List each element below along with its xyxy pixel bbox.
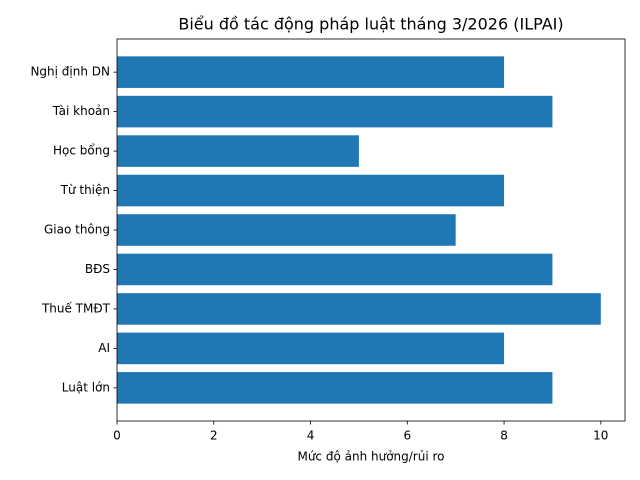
x-tick-label: 4 (307, 429, 315, 443)
x-tick-label: 0 (113, 429, 121, 443)
x-tick-label: 2 (210, 429, 218, 443)
x-axis-label: Mức độ ảnh hưởng/rủi ro (297, 450, 444, 464)
bar (117, 135, 359, 167)
y-tick-label: Luật lớn (62, 380, 110, 394)
bar (117, 332, 505, 365)
bar (117, 95, 553, 128)
bar (117, 372, 553, 404)
chart-title: Biểu đồ tác động pháp luật tháng 3/2026 … (178, 15, 563, 34)
plot-frame (116, 38, 626, 422)
y-tick-label: Giao thông (44, 223, 110, 237)
bar (117, 56, 505, 88)
bar (117, 293, 601, 325)
y-tick-label: Tài khoản (52, 104, 110, 118)
bar (117, 214, 456, 246)
x-tick-label: 6 (403, 429, 411, 443)
x-tick-label: 10 (593, 429, 608, 443)
y-tick-label: Từ thiện (60, 183, 110, 197)
y-tick-label: AI (98, 341, 110, 355)
y-tick-label: BĐS (85, 262, 110, 276)
x-tick-label: 8 (500, 429, 508, 443)
y-tick-label: Học bổng (53, 144, 110, 158)
bar (117, 253, 553, 286)
y-tick-label: Nghị định DN (30, 65, 110, 79)
bar (117, 174, 505, 207)
y-tick-label: Thuế TMĐT (41, 301, 111, 315)
